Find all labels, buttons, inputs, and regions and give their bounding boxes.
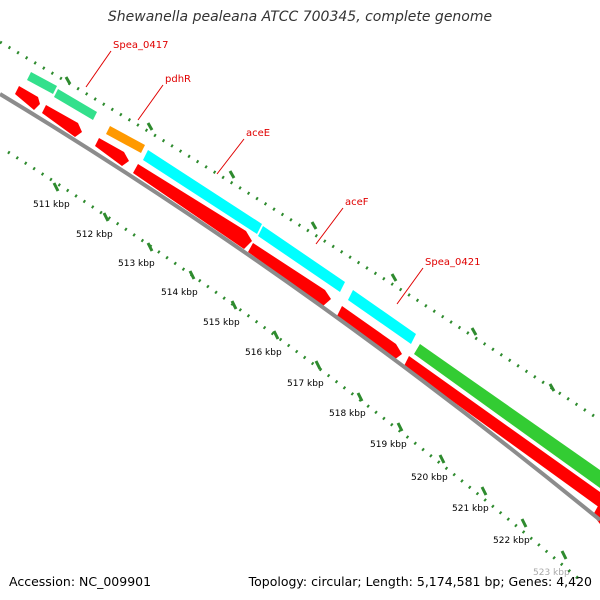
genome-backbone xyxy=(0,92,600,522)
gene-label-aceF[interactable]: aceF xyxy=(345,197,369,208)
gene-label-pdhR[interactable]: pdhR xyxy=(165,74,191,85)
scale-label: 520 kbp xyxy=(411,473,448,483)
inner-scale-track xyxy=(7,150,581,582)
cds-1[interactable] xyxy=(15,86,40,110)
cds-row xyxy=(15,86,600,524)
cds-4[interactable] xyxy=(133,164,252,249)
gene-spea-0417[interactable] xyxy=(54,89,97,120)
scale-label: 518 kbp xyxy=(329,409,366,419)
cds-7[interactable] xyxy=(404,356,600,508)
scale-label: 513 kbp xyxy=(118,259,155,269)
cds-6[interactable] xyxy=(337,306,402,360)
gene-aceE[interactable] xyxy=(143,150,262,234)
cds-3[interactable] xyxy=(95,138,129,166)
gene-pdhR[interactable] xyxy=(106,126,145,153)
gene-labels: Spea_0417 pdhR aceE aceF Spea_0421 xyxy=(113,40,480,268)
leader-lines xyxy=(85,50,424,305)
scale-label: 523 kbp xyxy=(533,568,570,578)
gene-aceF[interactable] xyxy=(258,226,345,292)
gene-label-spea-0421[interactable]: Spea_0421 xyxy=(425,257,480,268)
scale-label: 519 kbp xyxy=(370,440,407,450)
scale-label: 515 kbp xyxy=(203,318,240,328)
gene-row-top xyxy=(27,72,600,488)
scale-label: 514 kbp xyxy=(161,288,198,298)
genome-summary: Topology: circular; Length: 5,174,581 bp… xyxy=(248,574,592,589)
cds-5[interactable] xyxy=(248,243,331,306)
scale-label: 521 kbp xyxy=(452,504,489,514)
scale-label: 512 kbp xyxy=(76,230,113,240)
accession-text: Accession: NC_009901 xyxy=(9,574,152,589)
gene-spea-0421[interactable] xyxy=(348,290,416,344)
scale-label: 522 kbp xyxy=(493,536,530,546)
gene-spea-0415[interactable] xyxy=(27,72,57,94)
scale-label: 516 kbp xyxy=(245,348,282,358)
scale-labels: 511 kbp 512 kbp 513 kbp 514 kbp 515 kbp … xyxy=(33,200,570,578)
gene-spea-0422[interactable] xyxy=(414,344,600,488)
scale-label: 517 kbp xyxy=(287,379,324,389)
gene-label-spea-0417[interactable]: Spea_0417 xyxy=(113,40,168,51)
gene-label-aceE[interactable]: aceE xyxy=(246,128,270,139)
cds-2[interactable] xyxy=(42,105,82,137)
map-title: Shewanella pealeana ATCC 700345, complet… xyxy=(107,9,493,25)
scale-label: 511 kbp xyxy=(33,200,70,210)
outer-tick-track xyxy=(0,40,600,422)
